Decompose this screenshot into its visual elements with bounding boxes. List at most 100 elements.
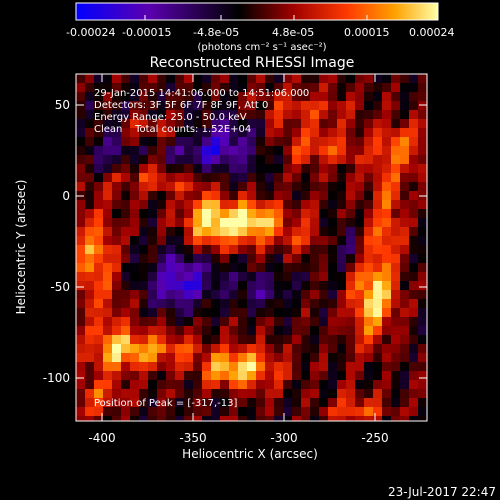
heatmap-cell <box>409 101 419 111</box>
heatmap-cell <box>292 119 302 129</box>
heatmap-cell <box>94 380 104 390</box>
heatmap-cell <box>256 218 266 228</box>
heatmap-cell <box>292 218 302 228</box>
heatmap-cell <box>184 92 194 102</box>
heatmap-cell <box>418 164 427 174</box>
heatmap-cell <box>229 263 239 273</box>
heatmap-cell <box>121 407 131 417</box>
heatmap-cell <box>373 326 383 336</box>
x-axis-ticks <box>101 74 376 421</box>
heatmap-cell <box>238 416 248 421</box>
heatmap-cell <box>256 227 266 237</box>
heatmap-cell <box>409 281 419 291</box>
heatmap-cell <box>103 236 113 246</box>
heatmap-cell <box>346 92 356 102</box>
heatmap-cell <box>265 398 275 408</box>
heatmap-cell <box>175 335 185 345</box>
heatmap-cell <box>157 92 167 102</box>
heatmap-cell <box>85 272 95 282</box>
heatmap-cell <box>202 308 212 318</box>
heatmap-cell <box>364 146 374 156</box>
heatmap-cell <box>319 326 329 336</box>
heatmap-cell <box>202 110 212 120</box>
heatmap-cell <box>418 128 427 138</box>
heatmap-cell <box>157 173 167 183</box>
heatmap-cell <box>211 227 221 237</box>
heatmap-cell <box>355 155 365 165</box>
heatmap-cell <box>148 200 158 210</box>
heatmap-cell <box>382 182 392 192</box>
heatmap-cell <box>301 83 311 93</box>
heatmap-cell <box>364 128 374 138</box>
heatmap-cell <box>409 146 419 156</box>
heatmap-cell <box>85 119 95 129</box>
heatmap-cell <box>382 101 392 111</box>
heatmap-cell <box>337 299 347 309</box>
heatmap-cell <box>337 290 347 300</box>
heatmap-cell <box>301 263 311 273</box>
heatmap-cell <box>247 173 257 183</box>
heatmap-cell <box>409 119 419 129</box>
heatmap-cell <box>184 164 194 174</box>
heatmap-cell <box>283 137 293 147</box>
heatmap-cell <box>148 371 158 381</box>
heatmap-cell <box>247 245 257 255</box>
heatmap-cell <box>418 353 427 363</box>
heatmap-cell <box>121 137 131 147</box>
heatmap-cell <box>139 389 149 399</box>
heatmap-cell <box>292 398 302 408</box>
heatmap-cell <box>346 227 356 237</box>
heatmap-cell <box>256 119 266 129</box>
heatmap-cell <box>274 227 284 237</box>
info-time-range: 29-Jan-2015 14:41:06.000 to 14:51:06.000 <box>94 88 309 99</box>
heatmap-cell <box>265 407 275 417</box>
heatmap-cell <box>391 218 401 228</box>
heatmap-cell <box>220 128 230 138</box>
heatmap-image <box>76 74 427 421</box>
heatmap-cell <box>202 416 212 421</box>
heatmap-cell <box>184 146 194 156</box>
heatmap-cell <box>103 326 113 336</box>
heatmap-cell <box>301 317 311 327</box>
heatmap-cell <box>139 317 149 327</box>
heatmap-cell <box>337 353 347 363</box>
heatmap-cell <box>409 200 419 210</box>
heatmap-cell <box>247 254 257 264</box>
heatmap-cell <box>373 344 383 354</box>
heatmap-cell <box>148 155 158 165</box>
heatmap-cell <box>229 362 239 372</box>
heatmap-cell <box>103 173 113 183</box>
heatmap-cell <box>292 110 302 120</box>
heatmap-cell <box>139 155 149 165</box>
heatmap-cell <box>418 110 427 120</box>
heatmap-cell <box>220 290 230 300</box>
heatmap-cell <box>103 290 113 300</box>
heatmap-cell <box>400 101 410 111</box>
heatmap-cell <box>157 263 167 273</box>
heatmap-cell <box>184 290 194 300</box>
heatmap-cell <box>103 353 113 363</box>
heatmap-cell <box>337 146 347 156</box>
heatmap-cell <box>355 380 365 390</box>
heatmap-cell <box>175 173 185 183</box>
heatmap-cell <box>247 326 257 336</box>
heatmap-cell <box>373 299 383 309</box>
heatmap-cell <box>130 164 140 174</box>
heatmap-cell <box>175 101 185 111</box>
heatmap-cell <box>418 245 427 255</box>
heatmap-cell <box>193 416 203 421</box>
heatmap-cell <box>76 416 86 421</box>
heatmap-cell <box>373 236 383 246</box>
heatmap-cell <box>94 281 104 291</box>
heatmap-cell <box>355 317 365 327</box>
heatmap-cell <box>139 209 149 219</box>
heatmap-cell <box>211 155 221 165</box>
heatmap-cell <box>184 398 194 408</box>
heatmap-cell <box>373 227 383 237</box>
heatmap-cell <box>229 74 239 84</box>
heatmap-cell <box>346 299 356 309</box>
heatmap-cell <box>166 128 176 138</box>
heatmap-cell <box>166 398 176 408</box>
heatmap-cell <box>274 371 284 381</box>
